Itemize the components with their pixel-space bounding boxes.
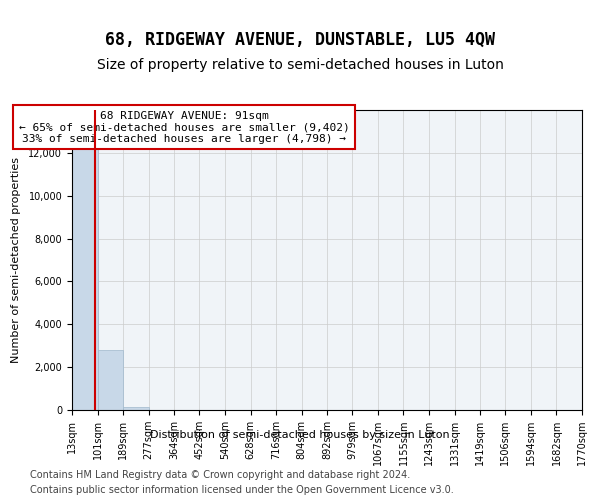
Y-axis label: Number of semi-detached properties: Number of semi-detached properties: [11, 157, 22, 363]
Text: Contains HM Land Registry data © Crown copyright and database right 2024.: Contains HM Land Registry data © Crown c…: [30, 470, 410, 480]
Bar: [98, 350, 123, 410]
Text: Distribution of semi-detached houses by size in Luton: Distribution of semi-detached houses by …: [150, 430, 450, 440]
Bar: [123, 407, 149, 410]
Text: 68, RIDGEWAY AVENUE, DUNSTABLE, LU5 4QW: 68, RIDGEWAY AVENUE, DUNSTABLE, LU5 4QW: [105, 31, 495, 49]
Text: 68 RIDGEWAY AVENUE: 91sqm
← 65% of semi-detached houses are smaller (9,402)
33% : 68 RIDGEWAY AVENUE: 91sqm ← 65% of semi-…: [19, 110, 350, 144]
Text: Size of property relative to semi-detached houses in Luton: Size of property relative to semi-detach…: [97, 58, 503, 72]
Text: Contains public sector information licensed under the Open Government Licence v3: Contains public sector information licen…: [30, 485, 454, 495]
Bar: [72, 127, 98, 410]
